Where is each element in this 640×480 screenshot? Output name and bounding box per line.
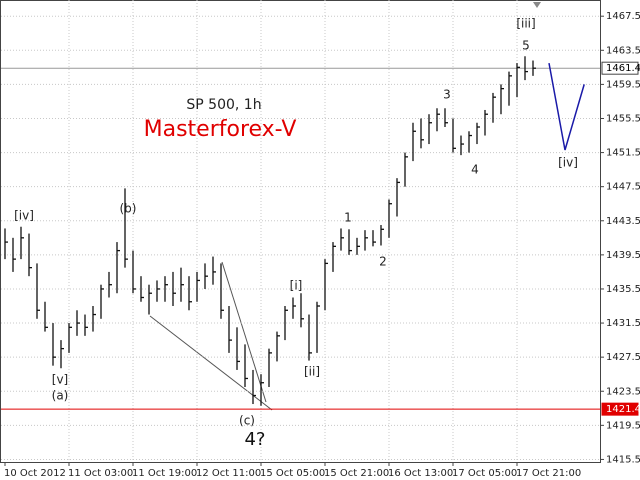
annotation: (b) <box>120 202 137 216</box>
x-tick-label: 15 Oct 21:00 <box>324 468 389 479</box>
x-tick-label: 15 Oct 05:00 <box>260 468 325 479</box>
annotation: 3 <box>443 88 451 102</box>
y-tick-label: 1455.5 <box>606 113 640 124</box>
trend-line <box>149 315 273 411</box>
projection-line <box>548 62 585 151</box>
annotation: [iii] <box>516 17 535 31</box>
price-label: 1421.4 <box>606 404 640 415</box>
y-tick-label: 1423.5 <box>606 386 640 397</box>
shift-marker <box>533 2 541 8</box>
annotation: 1 <box>344 211 352 225</box>
y-tick-label: 1439.5 <box>606 250 640 261</box>
annotation: 2 <box>379 255 387 269</box>
annotation: [v] <box>52 373 68 387</box>
annotation: (c) <box>239 414 255 428</box>
plot-frame <box>0 0 601 463</box>
x-tick-label: 10 Oct 2012 <box>4 468 66 479</box>
annotation: 4? <box>244 429 265 450</box>
x-tick-label: 11 Oct 19:00 <box>132 468 197 479</box>
y-tick-label: 1467.5 <box>606 11 640 22</box>
y-tick-label: 1431.5 <box>606 318 640 329</box>
price-label-box <box>601 61 639 75</box>
y-tick-label: 1427.5 <box>606 352 640 363</box>
annotation: 4 <box>471 163 479 177</box>
x-tick-label: 11 Oct 03:00 <box>68 468 133 479</box>
y-tick-label: 1415.5 <box>606 454 640 465</box>
x-tick-label: 12 Oct 11:00 <box>196 468 261 479</box>
x-tick-label: 16 Oct 13:00 <box>388 468 453 479</box>
y-tick-label: 1451.5 <box>606 148 640 159</box>
annotation: [iv] <box>14 209 34 223</box>
price-label: 1461.4 <box>606 63 640 74</box>
y-tick-label: 1435.5 <box>606 284 640 295</box>
y-tick-label: 1463.5 <box>606 45 640 56</box>
y-tick-label: 1419.5 <box>606 420 640 431</box>
y-tick-label: 1459.5 <box>606 79 640 90</box>
price-label-box <box>601 402 639 416</box>
y-tick-label: 1443.5 <box>606 216 640 227</box>
y-tick-label: 1447.5 <box>606 182 640 193</box>
annotation: Masterforex-V <box>144 117 297 142</box>
annotation: (a) <box>52 389 69 403</box>
trend-line <box>221 261 267 403</box>
annotation: [i] <box>290 279 303 293</box>
x-tick-label: 17 Oct 21:00 <box>516 468 581 479</box>
annotation: 5 <box>522 39 530 53</box>
annotation: [iv] <box>558 156 578 170</box>
annotation: SP 500, 1h <box>186 97 261 113</box>
x-tick-label: 17 Oct 05:00 <box>452 468 517 479</box>
annotation: [ii] <box>304 365 320 379</box>
